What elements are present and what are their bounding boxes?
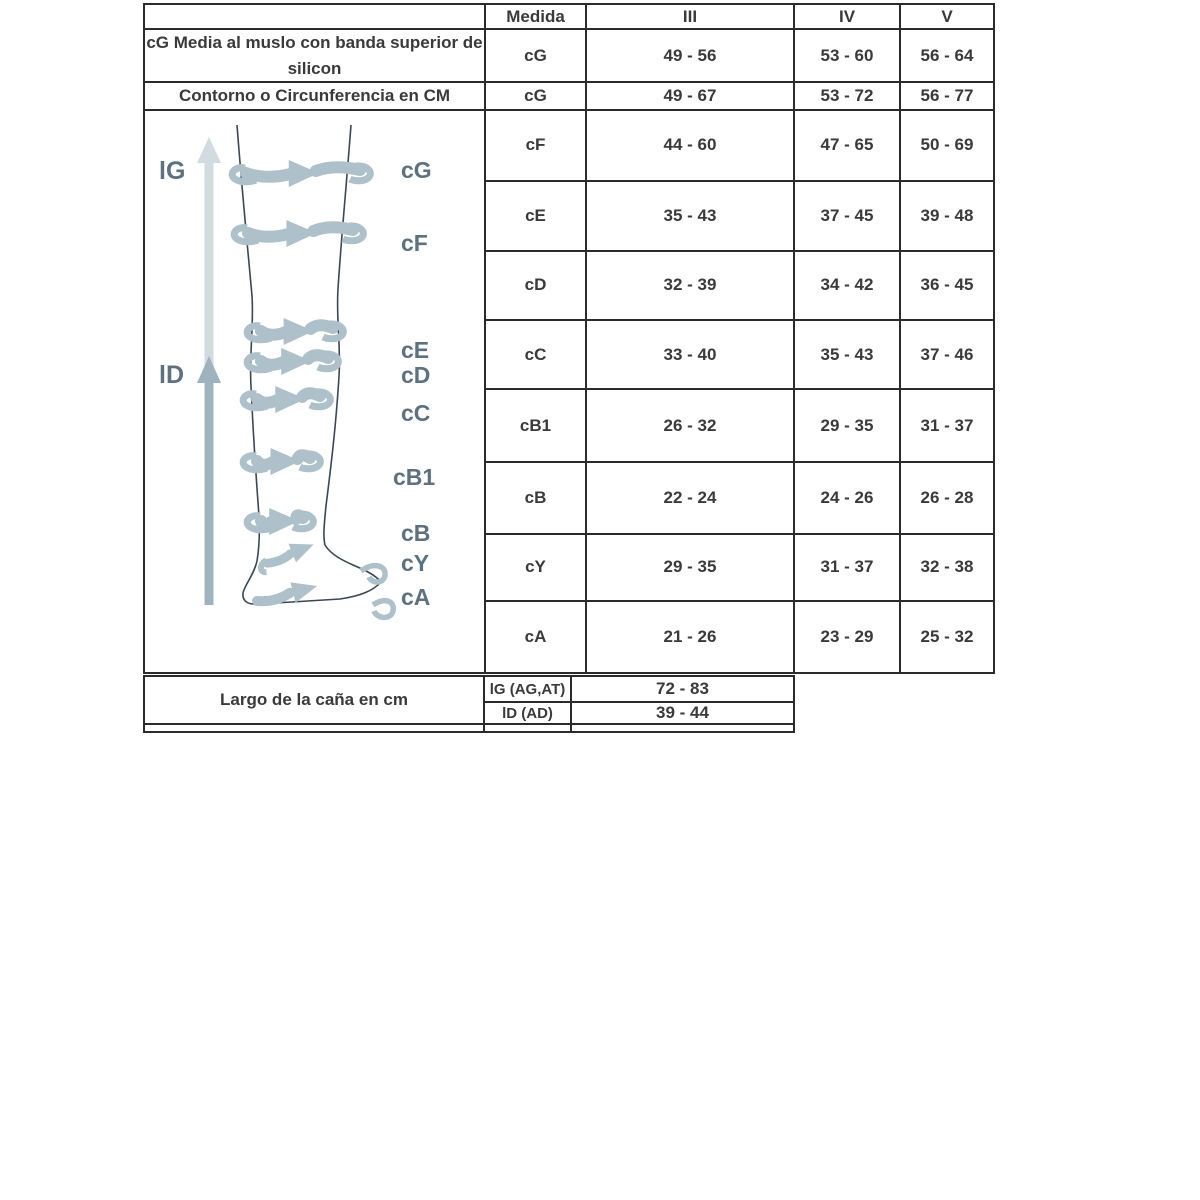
medida-code: lD (AD) xyxy=(483,701,572,725)
measure-band-cY xyxy=(257,543,314,575)
measure-band-cG xyxy=(228,159,374,187)
diagram-label-cY: cY xyxy=(401,550,429,576)
measure-band-cC xyxy=(239,385,334,413)
measure-band-cD xyxy=(243,347,342,375)
measure-row-cB1: cB1 26 - 32 29 - 35 31 - 37 xyxy=(144,388,995,464)
range-iv: 53 - 60 xyxy=(793,28,901,83)
medida-code: cA xyxy=(484,599,587,674)
range-iii: 26 - 32 xyxy=(585,388,795,464)
row-label: Largo de la caña en cm xyxy=(143,675,485,725)
range-v: 25 - 32 xyxy=(899,599,995,674)
medida-code: cF xyxy=(484,108,587,183)
range-iii: 35 - 43 xyxy=(585,180,795,252)
length-row-1: lD (AD) 39 - 44 xyxy=(144,701,795,725)
upper-row-0: cG Media al muslo con banda superior de … xyxy=(143,28,995,83)
header-row: Medida III IV V xyxy=(143,3,995,30)
measure-row-cY: cY 29 - 35 31 - 37 32 - 38 xyxy=(144,532,995,602)
clipped-cell xyxy=(570,723,795,733)
measure-band-cA xyxy=(252,562,396,620)
measure-band-cF xyxy=(230,219,367,247)
row-label: cG Media al muslo con banda superior de … xyxy=(143,28,486,83)
medida-code: cB1 xyxy=(484,388,587,464)
clipped-row xyxy=(143,723,795,733)
range-v: 56 - 64 xyxy=(899,28,995,83)
upper-row-1: Contorno o Circunferencia en CM cG 49 - 67… xyxy=(143,81,995,111)
range-iii: 22 - 24 xyxy=(585,461,795,535)
range-iii: 49 - 56 xyxy=(585,28,795,83)
range-iii: 39 - 44 xyxy=(570,701,795,725)
range-v: 36 - 45 xyxy=(899,249,995,321)
leg-diagram: lG lD cG cF cE cD cC cB1 cB cY cA xyxy=(146,112,482,671)
clipped-cell xyxy=(483,723,572,733)
header-size-v: V xyxy=(899,3,995,30)
diagram-label-cE: cE xyxy=(401,337,429,363)
diagram-label-cG: cG xyxy=(401,157,432,183)
measure-band-cE xyxy=(243,317,347,345)
measure-row-cF: lG lD cG cF cE cD cC cB1 cB cY cA cF 44 - 60 47 - 65 5… xyxy=(143,108,995,674)
range-iii: 32 - 39 xyxy=(585,249,795,321)
diagram-label-lD: lD xyxy=(159,361,184,389)
range-iii: 21 - 26 xyxy=(585,599,795,674)
range-iii: 72 - 83 xyxy=(570,675,795,703)
range-iv: 31 - 37 xyxy=(793,532,901,602)
range-v: 56 - 77 xyxy=(899,81,995,111)
range-v: 50 - 69 xyxy=(899,108,995,183)
size-table: Medida III IV V cG Media al muslo con ba… xyxy=(143,3,995,674)
diagram-label-cA: cA xyxy=(401,584,430,610)
range-iii: 29 - 35 xyxy=(585,532,795,602)
range-v: 26 - 28 xyxy=(899,461,995,535)
measure-row-cD: cD 32 - 39 34 - 42 36 - 45 xyxy=(144,249,995,321)
range-v: 32 - 38 xyxy=(899,532,995,602)
medida-code: cB xyxy=(484,461,587,535)
measure-row-cE: cE 35 - 43 37 - 45 39 - 48 xyxy=(144,180,995,252)
measure-band-cB1 xyxy=(239,447,324,475)
length-row-0: Largo de la caña en cm lG (AG,AT) 72 - 83 xyxy=(143,675,795,725)
range-v: 37 - 46 xyxy=(899,318,995,391)
length-table: Largo de la caña en cm lG (AG,AT) 72 - 83 l… xyxy=(143,675,795,733)
range-iii: 44 - 60 xyxy=(585,108,795,183)
diagram-label-cF: cF xyxy=(401,230,428,256)
medida-code: cE xyxy=(484,180,587,252)
measure-row-cB: cB 22 - 24 24 - 26 26 - 28 xyxy=(144,461,995,535)
range-iv: 24 - 26 xyxy=(793,461,901,535)
range-v: 39 - 48 xyxy=(899,180,995,252)
header-size-iii: III xyxy=(585,3,795,30)
range-iv: 35 - 43 xyxy=(793,318,901,391)
diagram-label-cD: cD xyxy=(401,362,430,388)
medida-code: cY xyxy=(484,532,587,602)
diagram-label-cB1: cB1 xyxy=(393,464,435,490)
leg-diagram-cell: lG lD cG cF cE cD cC cB1 cB cY cA xyxy=(143,108,486,674)
range-iv: 23 - 29 xyxy=(793,599,901,674)
measure-band-cB xyxy=(243,507,317,535)
diagram-label-cB: cB xyxy=(401,520,430,546)
medida-code: lG (AG,AT) xyxy=(483,675,572,703)
measure-row-cA: cA 21 - 26 23 - 29 25 - 32 xyxy=(144,599,995,674)
diagram-label-cC: cC xyxy=(401,400,430,426)
medida-code: cD xyxy=(484,249,587,321)
range-iv: 34 - 42 xyxy=(793,249,901,321)
range-iv: 29 - 35 xyxy=(793,388,901,464)
range-iv: 53 - 72 xyxy=(793,81,901,111)
header-empty-cell xyxy=(143,3,486,30)
measure-row-cC: cC 33 - 40 35 - 43 37 - 46 xyxy=(144,318,995,391)
medida-code: cG xyxy=(484,81,587,111)
range-iv: 37 - 45 xyxy=(793,180,901,252)
header-size-iv: IV xyxy=(793,3,901,30)
range-v: 31 - 37 xyxy=(899,388,995,464)
range-iii: 33 - 40 xyxy=(585,318,795,391)
medida-code: cC xyxy=(484,318,587,391)
length-arrow-lD-icon xyxy=(197,355,221,605)
clipped-row-spacer xyxy=(143,723,485,733)
header-medida: Medida xyxy=(484,3,587,30)
range-iii: 49 - 67 xyxy=(585,81,795,111)
row-label: Contorno o Circunferencia en CM xyxy=(143,81,486,111)
range-iv: 47 - 65 xyxy=(793,108,901,183)
diagram-label-lG: lG xyxy=(159,157,185,185)
medida-code: cG xyxy=(484,28,587,83)
